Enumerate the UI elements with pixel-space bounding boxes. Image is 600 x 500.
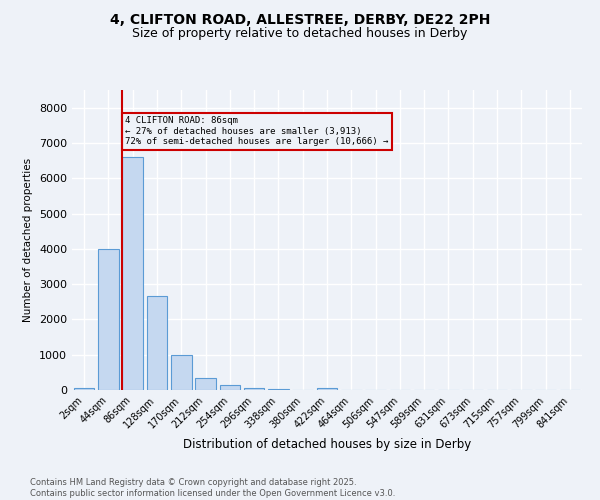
Bar bbox=[268, 388, 289, 390]
Bar bbox=[74, 388, 94, 390]
X-axis label: Distribution of detached houses by size in Derby: Distribution of detached houses by size … bbox=[183, 438, 471, 451]
Bar bbox=[146, 296, 167, 390]
Bar bbox=[98, 249, 119, 390]
Text: 4 CLIFTON ROAD: 86sqm
← 27% of detached houses are smaller (3,913)
72% of semi-d: 4 CLIFTON ROAD: 86sqm ← 27% of detached … bbox=[125, 116, 389, 146]
Bar bbox=[244, 388, 265, 390]
Text: 4, CLIFTON ROAD, ALLESTREE, DERBY, DE22 2PH: 4, CLIFTON ROAD, ALLESTREE, DERBY, DE22 … bbox=[110, 12, 490, 26]
Y-axis label: Number of detached properties: Number of detached properties bbox=[23, 158, 34, 322]
Text: Size of property relative to detached houses in Derby: Size of property relative to detached ho… bbox=[133, 28, 467, 40]
Text: Contains HM Land Registry data © Crown copyright and database right 2025.
Contai: Contains HM Land Registry data © Crown c… bbox=[30, 478, 395, 498]
Bar bbox=[195, 378, 216, 390]
Bar bbox=[317, 388, 337, 390]
Bar bbox=[122, 157, 143, 390]
Bar bbox=[220, 386, 240, 390]
Bar bbox=[171, 354, 191, 390]
